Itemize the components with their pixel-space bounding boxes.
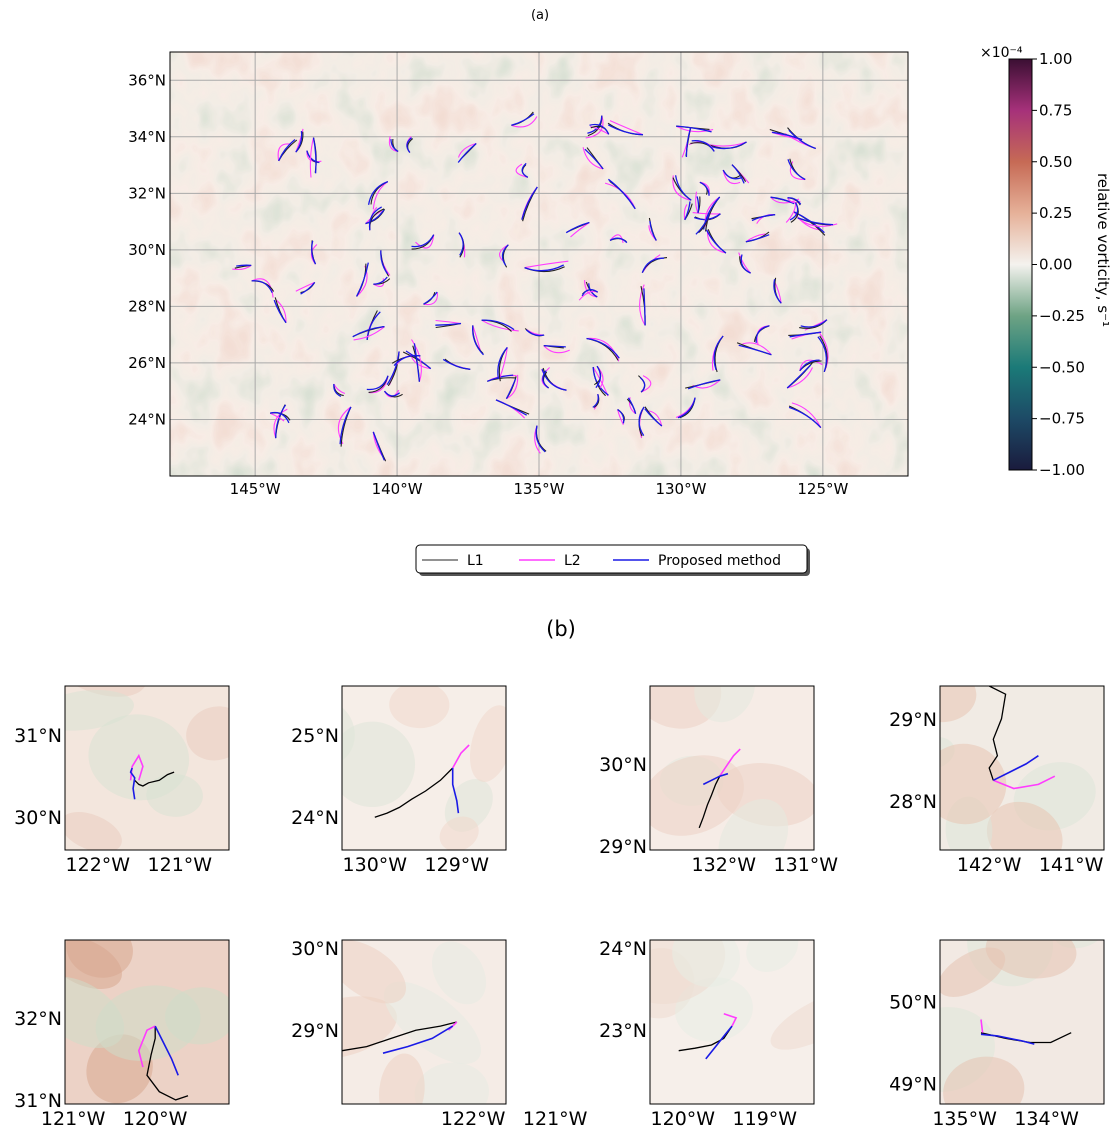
subplot-y-tick-label: 29°N [889,709,937,731]
subplot: 122°W 121°W 30°N 31°N [14,624,253,876]
map-y-tick-label: 34°N [128,128,166,146]
subplot-y-tick-label: 28°N [889,791,937,813]
map-x-tick-label: 145°W [230,480,281,498]
subplot-x-tick-label: 121°W [148,854,213,876]
subplot-y-tick-label: 23°N [599,1020,647,1042]
map-y-ticks: 24°N 26°N 28°N 30°N 32°N 34°N 36°N [128,71,166,428]
subplot-y-tick-label: 25°N [291,725,339,747]
legend: L1 L2 Proposed method [416,545,810,576]
subplot-x-tick-label: 120°W [651,1108,716,1129]
subplot-x-tick-label: 141°W [1039,854,1104,876]
colorbar-bar [1009,59,1032,470]
subplot: 120°W 119°W 23°N 24°N [599,907,877,1129]
subplot-x-tick-label: 130°W [343,854,408,876]
colorbar-tick-label: 0.00 [1039,256,1072,274]
subplot-x-tick-label: 119°W [733,1108,798,1129]
colorbar-label: relative vorticity, s⁻¹ [1094,173,1112,327]
colorbar-ticks: −1.00 −0.75 −0.50 −0.25 0.00 0.25 0.50 0.75 1.00 [1032,50,1085,479]
colorbar-tick-label: 0.50 [1039,153,1072,171]
subplot: 121°W 120°W31°N32°N [14,912,238,1129]
subplot-y-tick-label: 49°N [889,1074,937,1096]
colorbar-tick-label: 1.00 [1039,50,1072,68]
colorbar: −1.00 −0.75 −0.50 −0.25 0.00 0.25 0.50 0.75 1.00… [980,45,1112,479]
subplot-y-tick-label: 29°N [599,836,647,858]
panel-a-map: 145°W 140°W 135°W 130°W 125°W 24°N 26°N 28°N 30… [128,52,908,498]
subplot-x-tick-label: 132°W [692,854,757,876]
subplot-y-tick-label: 24°N [599,938,647,960]
subplot: 142°W 141°W 28°N 29°N [889,667,1105,883]
subplot-x-tick-label: 122°W [66,854,131,876]
subplot-y-tick-label: 31°N [14,725,62,747]
map-y-tick-label: 32°N [128,184,166,202]
colorbar-tick-label: 0.25 [1039,204,1072,222]
subplot-x-tick-label: 121°W [523,1108,588,1129]
colorbar-tick-label: 0.75 [1039,101,1072,119]
colorbar-tick-label: −0.25 [1039,307,1085,325]
legend-label: L1 [467,553,484,569]
colorbar-tick-label: −0.75 [1039,410,1085,428]
map-x-tick-label: 140°W [372,480,423,498]
map-x-ticks: 145°W 140°W 135°W 130°W 125°W [230,480,849,498]
subplot: 132°W 131°W 29°N 30°N [599,635,838,893]
legend-label: L2 [564,553,581,569]
map-y-tick-label: 24°N [128,410,166,428]
subplot-x-tick-label: 122°W [441,1108,506,1129]
subplot-x-tick-label: 135°W [932,1108,997,1129]
subplot-y-tick-label: 29°N [291,1020,339,1042]
subplot: 135°W 134°W 49°N 50°N [886,886,1105,1129]
subplot: 122°W 121°W 29°N 30°N [279,927,588,1129]
subplot-y-tick-label: 32°N [14,1008,62,1030]
subplot-y-tick-label: 30°N [599,754,647,776]
panel-b-title: (b) [546,617,576,641]
panel-b-subplots: 122°W 121°W 30°N 31°N 130°W 129°W 24°N 25°N 132°… [14,624,1105,1129]
subplot-x-tick-label: 134°W [1014,1108,1079,1129]
map-y-tick-label: 26°N [128,354,166,372]
colorbar-tick-label: −0.50 [1039,358,1085,376]
map-y-tick-label: 28°N [128,297,166,315]
subplot-x-tick-label: 131°W [774,854,839,876]
subplot-y-tick-label: 30°N [14,807,62,829]
subplot-y-tick-label: 24°N [291,807,339,829]
map-y-tick-label: 36°N [128,71,166,89]
subplot-x-tick-label: 142°W [957,854,1022,876]
colorbar-tick-label: −1.00 [1039,461,1085,479]
map-x-tick-label: 130°W [655,480,706,498]
colorbar-multiplier: ×10⁻⁴ [980,45,1023,61]
map-x-tick-label: 125°W [797,480,848,498]
subplot-y-tick-label: 30°N [291,938,339,960]
subplot-x-tick-label: 120°W [123,1108,188,1129]
subplot-y-tick-label: 31°N [14,1090,62,1112]
panel-a-title: (a) [531,8,549,23]
subplot-y-tick-label: 50°N [889,992,937,1014]
map-y-tick-label: 30°N [128,241,166,259]
subplot: 130°W 129°W 24°N 25°N [287,681,521,876]
legend-label: Proposed method [658,553,781,569]
subplot-x-tick-label: 129°W [425,854,490,876]
map-x-tick-label: 135°W [514,480,565,498]
